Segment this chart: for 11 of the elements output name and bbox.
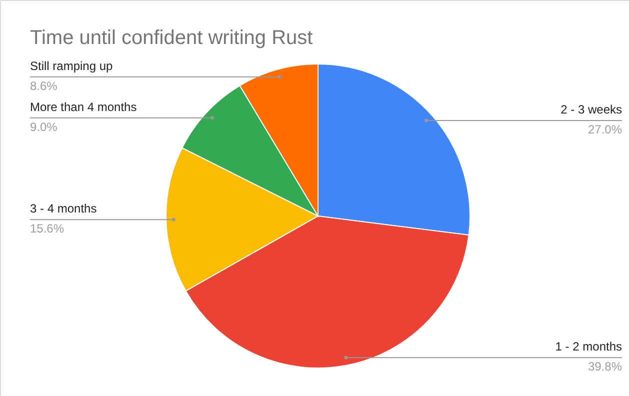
chart-title: Time until confident writing Rust (30, 27, 314, 49)
data-label: 27.0% (588, 122, 622, 137)
slice-label: 3 - 4 months (30, 202, 97, 216)
slice-label: More than 4 months (30, 100, 137, 114)
data-label: 8.6% (30, 78, 58, 93)
data-label: 39.8% (588, 360, 622, 374)
data-label: 9.0% (30, 120, 58, 134)
slice-label: Still ramping up (30, 58, 114, 73)
slice-label: 1 - 2 months (555, 340, 622, 354)
data-label: 15.6% (30, 222, 64, 236)
slice-label: 2 - 3 weeks (560, 102, 622, 117)
